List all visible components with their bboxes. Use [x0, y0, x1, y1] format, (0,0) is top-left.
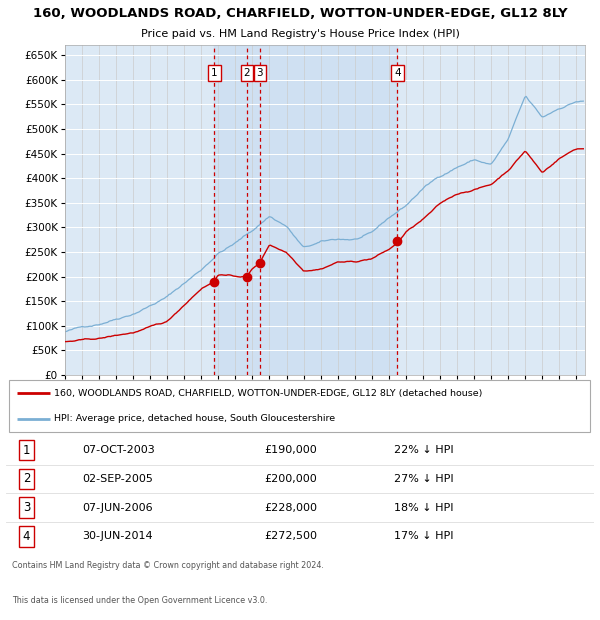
Text: Price paid vs. HM Land Registry's House Price Index (HPI): Price paid vs. HM Land Registry's House … — [140, 29, 460, 40]
Bar — [214, 45, 397, 375]
Text: 3: 3 — [257, 68, 263, 78]
Text: 17% ↓ HPI: 17% ↓ HPI — [394, 531, 454, 541]
Text: 160, WOODLANDS ROAD, CHARFIELD, WOTTON-UNDER-EDGE, GL12 8LY (detached house): 160, WOODLANDS ROAD, CHARFIELD, WOTTON-U… — [54, 389, 482, 398]
Text: 2: 2 — [244, 68, 250, 78]
Text: HPI: Average price, detached house, South Gloucestershire: HPI: Average price, detached house, Sout… — [54, 414, 335, 423]
Text: 07-OCT-2003: 07-OCT-2003 — [82, 445, 155, 455]
FancyBboxPatch shape — [9, 380, 590, 432]
Text: 3: 3 — [23, 501, 30, 514]
Text: 4: 4 — [394, 68, 401, 78]
Text: 4: 4 — [23, 529, 31, 542]
Text: This data is licensed under the Open Government Licence v3.0.: This data is licensed under the Open Gov… — [12, 596, 267, 604]
Text: 07-JUN-2006: 07-JUN-2006 — [82, 503, 153, 513]
Text: 1: 1 — [211, 68, 218, 78]
Text: 160, WOODLANDS ROAD, CHARFIELD, WOTTON-UNDER-EDGE, GL12 8LY: 160, WOODLANDS ROAD, CHARFIELD, WOTTON-U… — [32, 7, 568, 20]
Text: £200,000: £200,000 — [265, 474, 317, 484]
Text: 2: 2 — [23, 472, 31, 485]
Text: Contains HM Land Registry data © Crown copyright and database right 2024.: Contains HM Land Registry data © Crown c… — [12, 561, 324, 570]
Text: 1: 1 — [23, 444, 31, 457]
Text: 27% ↓ HPI: 27% ↓ HPI — [394, 474, 454, 484]
Text: £228,000: £228,000 — [265, 503, 318, 513]
Text: £272,500: £272,500 — [265, 531, 318, 541]
Text: 30-JUN-2014: 30-JUN-2014 — [82, 531, 153, 541]
Text: £190,000: £190,000 — [265, 445, 317, 455]
Text: 22% ↓ HPI: 22% ↓ HPI — [394, 445, 454, 455]
Text: 18% ↓ HPI: 18% ↓ HPI — [394, 503, 454, 513]
Text: 02-SEP-2005: 02-SEP-2005 — [82, 474, 154, 484]
